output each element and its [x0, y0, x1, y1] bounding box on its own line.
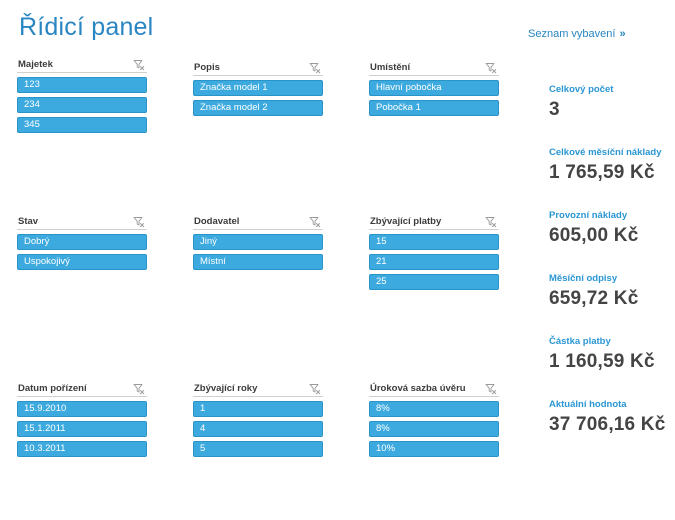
slicer-zbyvajici-platby: Zbývající platby 15 21 25	[369, 215, 499, 294]
slicer-popis: Popis Značka model 1 Značka model 2	[193, 61, 323, 120]
kpi-label: Měsíční odpisy	[549, 273, 618, 284]
slicer-item[interactable]: Uspokojivý	[17, 254, 147, 270]
slicer-title: Majetek	[18, 58, 53, 70]
slicer-item[interactable]: 4	[193, 421, 323, 437]
page-title: Řídicí panel	[19, 13, 154, 41]
kpi-label: Částka platby	[549, 336, 611, 347]
slicer-title: Dodavatel	[194, 215, 240, 227]
double-chevron-right-icon: »	[619, 28, 626, 40]
slicer-zbyvajici-roky: Zbývající roky 1 4 5	[193, 382, 323, 461]
slicer-items: Jiný Místní	[193, 234, 323, 270]
slicer-item[interactable]: 21	[369, 254, 499, 270]
slicer-item[interactable]: 8%	[369, 421, 499, 437]
slicer-title: Umístění	[370, 61, 411, 73]
slicer-items: 15.9.2010 15.1.2011 10.3.2011	[17, 401, 147, 457]
slicer-item[interactable]: 5	[193, 441, 323, 457]
slicer-title: Zbývající platby	[370, 215, 442, 227]
slicer-items: Značka model 1 Značka model 2	[193, 80, 323, 116]
slicer-item[interactable]: 25	[369, 274, 499, 290]
slicer-dodavatel: Dodavatel Jiný Místní	[193, 215, 323, 274]
kpi-aktualni-hodnota: Aktuální hodnota 37 706,16 Kč	[549, 399, 666, 436]
filter-clear-icon[interactable]	[485, 382, 497, 395]
filter-clear-icon[interactable]	[133, 215, 145, 228]
slicer-items: Dobrý Uspokojivý	[17, 234, 147, 270]
filter-clear-icon[interactable]	[309, 382, 321, 395]
slicer-header: Dodavatel	[193, 215, 323, 230]
slicer-stav: Stav Dobrý Uspokojivý	[17, 215, 147, 274]
slicer-title: Zbývající roky	[194, 382, 258, 394]
slicer-item[interactable]: 10.3.2011	[17, 441, 147, 457]
slicer-datum-porizeni: Datum pořízení 15.9.2010 15.1.2011 10.3.20…	[17, 382, 147, 461]
kpi-celkove-mesicni-naklady: Celkové měsíční náklady 1 765,59 Kč	[549, 147, 661, 184]
kpi-provozni-naklady: Provozní náklady 605,00 Kč	[549, 210, 638, 247]
equipment-list-link-label: Seznam vybavení	[528, 28, 616, 40]
kpi-value: 3	[549, 99, 560, 120]
slicer-urokova-sazba: Úroková sazba úvěru 8% 8% 10%	[369, 382, 499, 461]
kpi-label: Celkové měsíční náklady	[549, 147, 662, 158]
slicer-header: Zbývající platby	[369, 215, 499, 230]
slicer-header: Umístění	[369, 61, 499, 76]
slicer-umisteni: Umístění Hlavní pobočka Pobočka 1	[369, 61, 499, 120]
slicer-item[interactable]: Hlavní pobočka	[369, 80, 499, 96]
slicer-item[interactable]: Značka model 1	[193, 80, 323, 96]
equipment-list-link[interactable]: Seznam vybavení»	[528, 28, 626, 40]
slicer-header: Majetek	[17, 58, 147, 73]
slicer-majetek: Majetek 123 234 345	[17, 58, 147, 137]
kpi-value: 605,00 Kč	[549, 225, 639, 246]
slicer-item[interactable]: Značka model 2	[193, 100, 323, 116]
kpi-castka-platby: Částka platby 1 160,59 Kč	[549, 336, 655, 373]
slicer-title: Stav	[18, 215, 39, 227]
filter-clear-icon[interactable]	[133, 58, 145, 71]
kpi-celkovy-pocet: Celkový počet 3	[549, 84, 613, 121]
slicer-item[interactable]: 345	[17, 117, 147, 133]
filter-clear-icon[interactable]	[309, 215, 321, 228]
slicer-header: Datum pořízení	[17, 382, 147, 397]
slicer-title: Úroková sazba úvěru	[370, 382, 466, 394]
filter-clear-icon[interactable]	[133, 382, 145, 395]
kpi-label: Aktuální hodnota	[549, 399, 627, 410]
slicer-item[interactable]: Místní	[193, 254, 323, 270]
slicer-item[interactable]: Dobrý	[17, 234, 147, 250]
kpi-value: 37 706,16 Kč	[549, 414, 666, 435]
slicer-item[interactable]: 234	[17, 97, 147, 113]
slicer-item[interactable]: 8%	[369, 401, 499, 417]
slicer-header: Úroková sazba úvěru	[369, 382, 499, 397]
kpi-label: Celkový počet	[549, 84, 614, 95]
filter-clear-icon[interactable]	[485, 215, 497, 228]
kpi-value: 1 160,59 Kč	[549, 351, 655, 372]
slicer-items: 15 21 25	[369, 234, 499, 290]
kpi-label: Provozní náklady	[549, 210, 628, 221]
filter-clear-icon[interactable]	[309, 61, 321, 74]
kpi-mesicni-odpisy: Měsíční odpisy 659,72 Kč	[549, 273, 638, 310]
slicer-item[interactable]: Pobočka 1	[369, 100, 499, 116]
slicer-item[interactable]: 10%	[369, 441, 499, 457]
slicer-items: 1 4 5	[193, 401, 323, 457]
slicer-items: 8% 8% 10%	[369, 401, 499, 457]
slicer-header: Zbývající roky	[193, 382, 323, 397]
slicer-title: Datum pořízení	[18, 382, 87, 394]
slicer-header: Popis	[193, 61, 323, 76]
slicer-item[interactable]: 15.9.2010	[17, 401, 147, 417]
slicer-item[interactable]: Jiný	[193, 234, 323, 250]
filter-clear-icon[interactable]	[485, 61, 497, 74]
kpi-value: 1 765,59 Kč	[549, 162, 655, 183]
slicer-header: Stav	[17, 215, 147, 230]
slicer-item[interactable]: 15	[369, 234, 499, 250]
slicer-item[interactable]: 1	[193, 401, 323, 417]
slicer-items: 123 234 345	[17, 77, 147, 133]
slicer-item[interactable]: 15.1.2011	[17, 421, 147, 437]
slicer-item[interactable]: 123	[17, 77, 147, 93]
kpi-value: 659,72 Kč	[549, 288, 639, 309]
slicer-title: Popis	[194, 61, 220, 73]
slicer-items: Hlavní pobočka Pobočka 1	[369, 80, 499, 116]
